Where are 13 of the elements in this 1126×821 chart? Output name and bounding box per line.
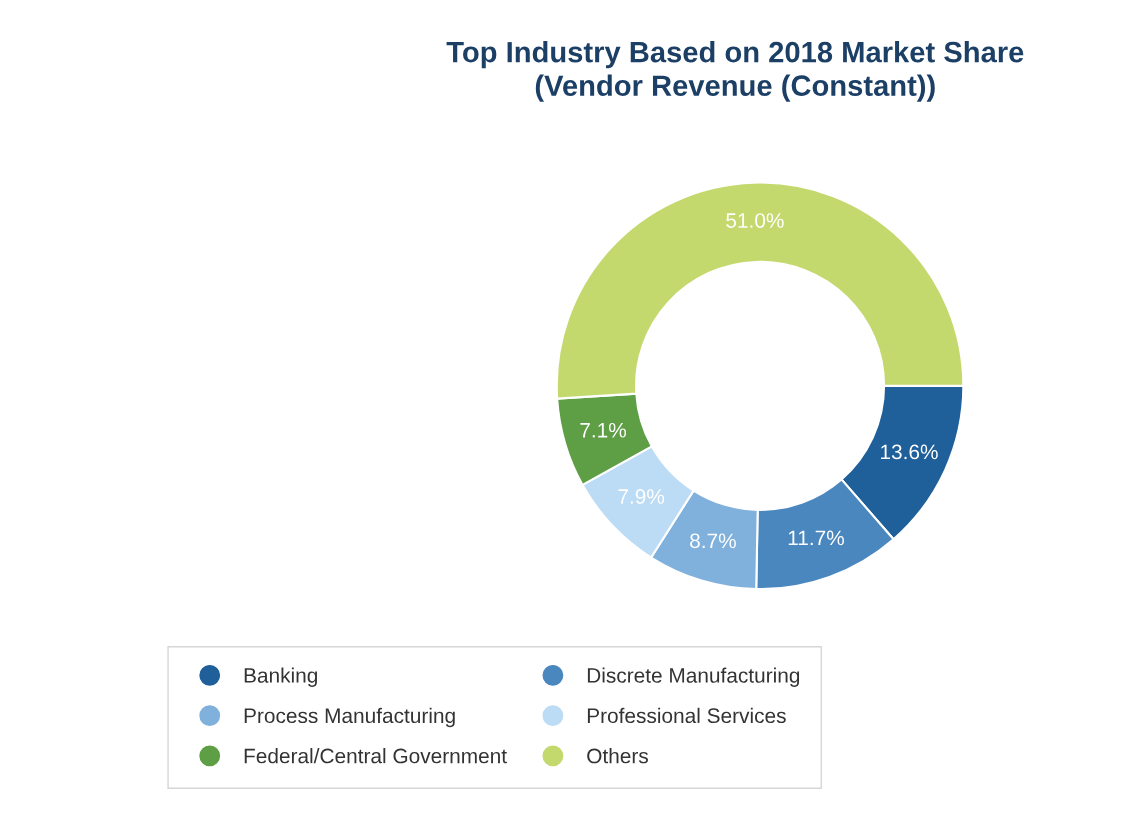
data-label: 8.7% <box>690 533 736 549</box>
legend-label: Banking <box>244 667 317 687</box>
chart-title: Top Industry Based on 2018 Market Share (Vendor Revenue (Constant)) <box>446 41 1024 102</box>
data-label: 7.1% <box>580 422 627 438</box>
legend-label: Others <box>587 748 648 764</box>
data-label: 13.6% <box>881 444 938 460</box>
legend-label: Discrete Manufacturing <box>587 667 800 687</box>
data-label: 51.0% <box>726 213 784 228</box>
legend-label: Professional Services <box>587 707 786 724</box>
data-label: 11.7% <box>788 530 844 546</box>
data-label: 7.9% <box>618 489 665 504</box>
legend-label: Federal/Central Government <box>244 748 507 764</box>
legend-label: Process Manufacturing <box>244 707 455 728</box>
